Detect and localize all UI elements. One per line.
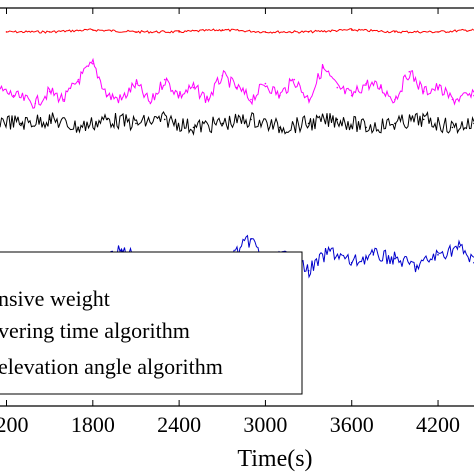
series-line: [0, 57, 474, 109]
legend-entry-label: nsive weight: [0, 286, 110, 311]
x-tick-label: 3600: [330, 412, 374, 437]
data-point: [394, 122, 396, 125]
data-point: [163, 118, 166, 121]
x-tick-label: 2400: [157, 412, 201, 437]
data-point: [34, 102, 37, 105]
data-point: [394, 257, 396, 260]
data-point: [408, 70, 411, 73]
data-point: [48, 118, 51, 121]
data-point: [221, 74, 224, 77]
data-point: [394, 98, 396, 101]
data-point: [336, 118, 339, 121]
data-point: [178, 31, 180, 33]
data-point: [264, 82, 267, 85]
data-point: [221, 29, 224, 31]
data-point: [163, 78, 166, 81]
x-axis: 1200 1800 2400 3000 3600 4200: [0, 7, 474, 437]
data-point: [372, 254, 375, 256]
data-point: [422, 118, 425, 121]
data-point: [106, 118, 108, 121]
data-point: [350, 29, 353, 31]
data-point: [48, 90, 51, 93]
data-point: [192, 86, 195, 89]
data-point: [415, 265, 418, 268]
x-tick-label: 3000: [243, 412, 287, 437]
data-point: [77, 126, 80, 129]
data-point: [336, 86, 339, 89]
data-point: [20, 122, 22, 125]
data-point: [307, 31, 310, 33]
series-line: [6, 28, 474, 34]
data-point: [149, 102, 152, 105]
legend-box: [0, 251, 303, 395]
data-point: [250, 98, 252, 101]
data-point: [422, 90, 425, 93]
data-point: [120, 250, 123, 252]
legend-entry-label: elevation angle algorithm: [0, 354, 223, 379]
data-point: [12, 94, 15, 97]
data-point: [350, 261, 353, 264]
data-point: [307, 98, 310, 101]
data-point: [437, 86, 439, 89]
x-tick-label: 1200: [0, 412, 29, 437]
data-point: [458, 246, 461, 248]
data-point: [329, 250, 332, 252]
data-point: [92, 29, 94, 31]
data-point: [307, 269, 310, 272]
data-point: [394, 31, 396, 33]
data-point: [135, 31, 137, 33]
data-point: [279, 94, 281, 97]
data-point: [451, 126, 454, 129]
data-point: [437, 254, 439, 256]
data-point: [365, 82, 367, 85]
series-1: [5, 28, 474, 34]
data-point: [48, 31, 51, 33]
x-tick-label: 1800: [71, 412, 115, 437]
data-point: [235, 86, 238, 89]
data-point: [279, 126, 281, 129]
x-tick-label: 4200: [416, 412, 460, 437]
data-point: [350, 94, 353, 97]
data-point: [250, 118, 252, 121]
data-point: [120, 98, 123, 101]
data-point: [135, 122, 137, 125]
series-2: [0, 57, 474, 109]
x-axis-title: Time(s): [237, 446, 312, 472]
data-point: [322, 66, 324, 69]
legend: nsive weight vering time algorithm elevati…: [0, 251, 303, 395]
data-point: [106, 94, 108, 97]
data-point: [63, 98, 65, 101]
data-point: [250, 238, 252, 240]
data-point: [307, 122, 310, 125]
series-layer: [0, 28, 474, 279]
data-point: [379, 86, 382, 89]
data-point: [5, 31, 8, 33]
data-point: [178, 94, 180, 97]
data-point: [264, 31, 267, 33]
data-point: [192, 126, 195, 129]
series-line: [0, 110, 474, 136]
series-3: [0, 110, 474, 136]
data-point: [221, 122, 224, 125]
legend-entry-label: vering time algorithm: [0, 318, 190, 343]
data-point: [365, 126, 367, 129]
data-point: [77, 78, 80, 81]
data-point: [135, 82, 137, 85]
data-point: [207, 98, 209, 101]
data-point: [437, 31, 439, 33]
data-point: [293, 78, 296, 81]
data-point: [451, 98, 454, 101]
data-point: [92, 62, 94, 65]
